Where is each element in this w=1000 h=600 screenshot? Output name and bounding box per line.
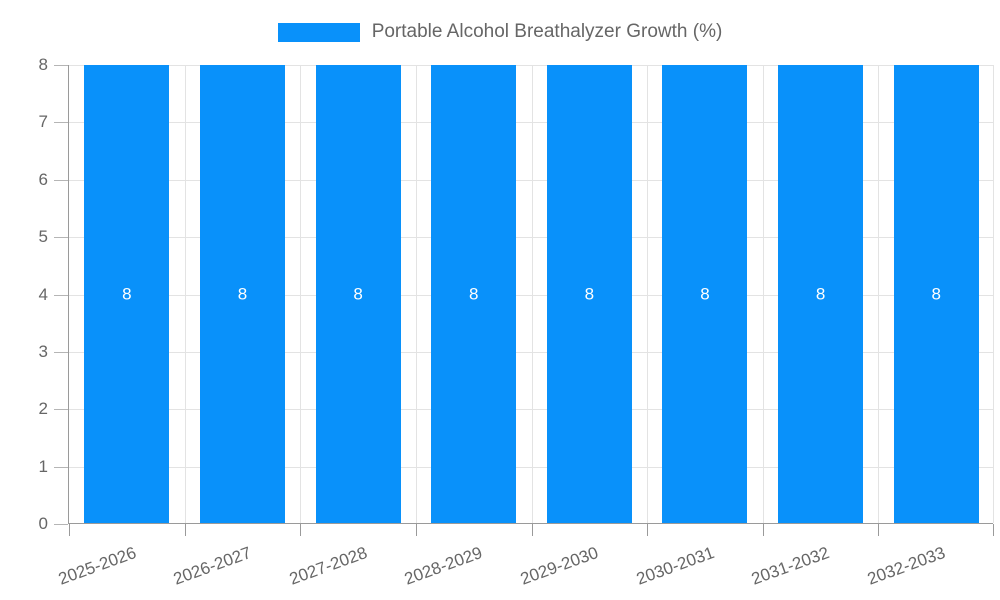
gridline-vertical (993, 65, 994, 523)
x-tick-label: 2032-2033 (864, 543, 948, 589)
y-tick-label: 7 (38, 112, 48, 132)
bar[interactable]: 8 (199, 65, 285, 523)
y-tick-label: 1 (38, 456, 48, 476)
bar-value-label: 8 (931, 284, 941, 304)
gridline-horizontal (69, 409, 993, 411)
bar-value-label: 8 (700, 284, 710, 304)
x-tick-label: 2029-2030 (517, 543, 601, 589)
y-tick-label: 5 (38, 227, 48, 247)
x-tick-label: 2026-2027 (171, 543, 254, 589)
bar[interactable]: 8 (84, 65, 170, 523)
y-tick-label: 8 (38, 55, 48, 74)
x-tick-label: 2028-2029 (402, 543, 486, 589)
y-tick-label: 4 (38, 284, 48, 304)
legend-swatch (277, 22, 360, 42)
y-tick-label: 3 (38, 341, 48, 361)
bar-value-label: 8 (815, 284, 826, 304)
y-axis-tick (54, 466, 68, 468)
bar[interactable]: 8 (431, 65, 517, 523)
x-axis-tick (69, 524, 70, 536)
y-axis-tick (54, 122, 68, 124)
bar-value-label: 8 (353, 284, 363, 304)
gridline-horizontal (69, 179, 993, 181)
x-axis-tick (300, 524, 302, 536)
gridline-vertical (184, 65, 186, 523)
y-axis-tick (54, 351, 68, 353)
gridline-vertical (878, 65, 880, 523)
x-axis-tick (184, 524, 186, 536)
gridline-horizontal (69, 466, 993, 468)
x-tick-label: 2030-2031 (633, 543, 717, 589)
y-axis-tick (54, 294, 68, 296)
x-axis-tick (647, 524, 649, 536)
gridline-horizontal (69, 237, 993, 239)
y-tick-label: 0 (38, 514, 48, 533)
y-tick-label: 2 (38, 399, 48, 419)
bar-value-label: 8 (122, 284, 132, 304)
y-axis-tick (54, 524, 68, 525)
y-axis-tick (54, 409, 68, 411)
gridline-horizontal (69, 294, 993, 296)
gridline-horizontal (69, 65, 993, 66)
x-tick-label: 2025-2026 (55, 543, 139, 589)
gridline-vertical (647, 65, 649, 523)
y-axis-tick (54, 179, 68, 181)
x-axis-tick (993, 524, 994, 536)
bar[interactable]: 8 (662, 65, 748, 523)
chart-legend[interactable]: Portable Alcohol Breathalyzer Growth (%) (0, 20, 1000, 44)
bar-value-label: 8 (237, 284, 248, 304)
gridline-vertical (531, 65, 533, 523)
bar[interactable]: 8 (778, 65, 864, 523)
x-axis-tick (531, 524, 533, 536)
legend-label: Portable Alcohol Breathalyzer Growth (%) (371, 21, 723, 42)
x-tick-label: 2027-2028 (286, 543, 370, 589)
y-axis: 0 1 2 3 4 5 6 7 8 (0, 55, 68, 533)
y-axis-tick (54, 237, 68, 239)
gridline-vertical (300, 65, 302, 523)
gridline-vertical (762, 65, 764, 523)
x-axis-tick (878, 524, 880, 536)
gridline-horizontal (69, 351, 993, 353)
plot-area: 8 8 8 8 8 8 8 8 2025-2026 2026-2027 2027-2028 2028-… (55, 65, 994, 589)
bar[interactable]: 8 (893, 65, 979, 523)
bar-value-label: 8 (468, 284, 479, 304)
y-tick-label: 6 (38, 169, 48, 189)
x-axis-tick (415, 524, 417, 536)
bar-value-label: 8 (584, 284, 595, 304)
x-axis-tick (762, 524, 764, 536)
gridline-horizontal (69, 122, 993, 124)
bar[interactable]: 8 (546, 65, 632, 523)
bar[interactable]: 8 (315, 65, 401, 523)
x-tick-label: 2031-2032 (749, 543, 833, 589)
y-axis-tick (54, 65, 68, 66)
gridline-vertical (415, 65, 417, 523)
